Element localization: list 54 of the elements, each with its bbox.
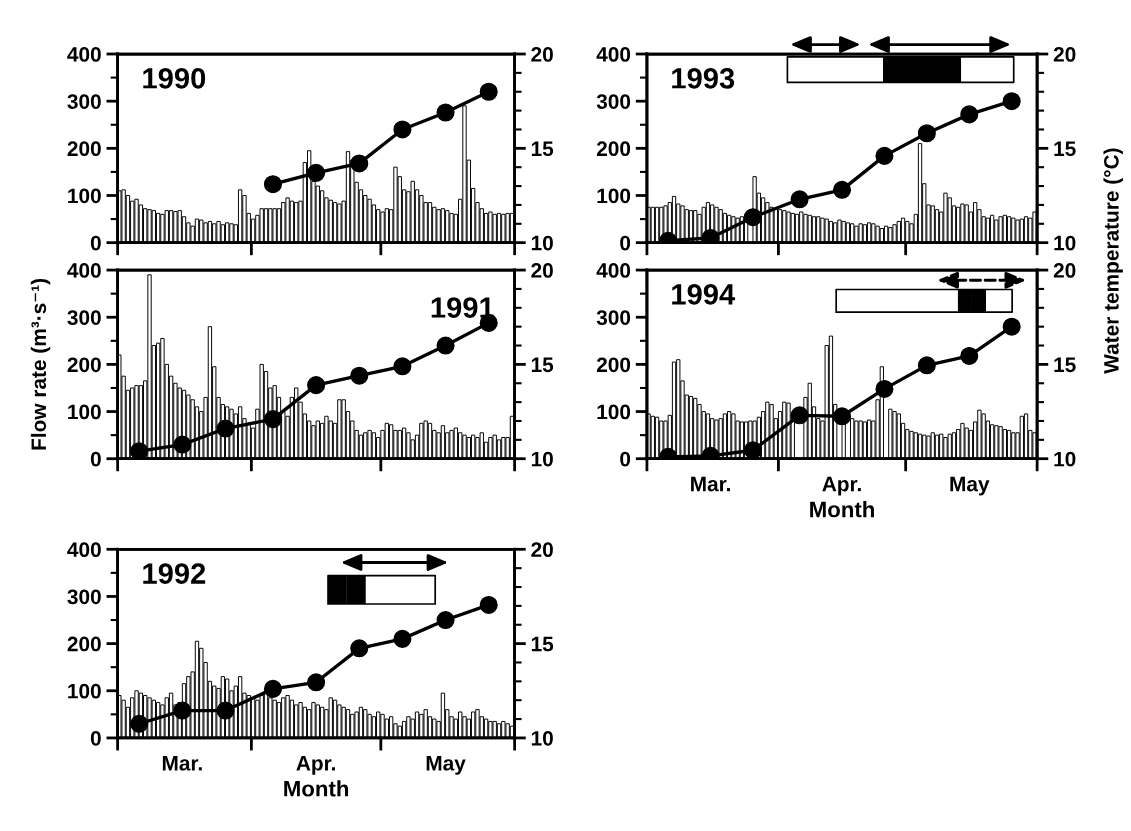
y-tick-label: 400 [67, 47, 101, 62]
y2-tick-label: 20 [531, 47, 553, 62]
y2-tick-label: 20 [531, 542, 553, 558]
y2-tick-label: 20 [1053, 47, 1076, 62]
y-tick-label: 300 [67, 94, 101, 109]
y-axis-title: Flow rate (m³·s⁻¹) [30, 278, 51, 450]
chart-title: 1992 [143, 563, 206, 584]
x-axis-title: Month [284, 780, 349, 797]
chart-title: 1993 [672, 67, 735, 89]
y2-tick-label: 15 [1054, 141, 1076, 157]
chart-title: 1990 [143, 67, 206, 89]
y-tick-label: 300 [67, 589, 101, 605]
y-tick-label: 400 [67, 542, 101, 558]
y2-tick-label: 20 [531, 263, 553, 278]
y2-tick-label: 10 [531, 730, 553, 746]
y2-tick-label: 15 [531, 357, 554, 373]
y-tick-label: 100 [597, 404, 631, 420]
y2-tick-label: 10 [531, 235, 553, 251]
x-tick-label: Mar. [691, 476, 730, 492]
y-tick-label: 200 [67, 636, 101, 652]
y-tick-label: 200 [67, 357, 101, 373]
x-axis-title: Month [810, 501, 874, 518]
y-tick-label: 300 [596, 94, 631, 109]
y-tick-label: 0 [620, 451, 631, 467]
y-tick-label: 0 [90, 235, 101, 251]
y-tick-label: 300 [67, 310, 101, 326]
y2-tick-label: 15 [1054, 357, 1076, 373]
x-tick-label: May [426, 756, 466, 775]
y-tick-label: 300 [596, 310, 631, 326]
y-tick-label: 200 [596, 141, 631, 157]
y2-tick-label: 15 [531, 636, 554, 652]
chart-title: 1994 [672, 284, 736, 305]
y2-tick-label: 10 [531, 451, 553, 467]
y2-tick-label: 10 [1054, 451, 1076, 467]
y-tick-label: 400 [596, 263, 631, 278]
x-tick-label: Mar. [162, 756, 202, 771]
y-tick-label: 0 [90, 730, 101, 746]
y-tick-label: 100 [68, 683, 101, 699]
x-tick-label: May [950, 476, 990, 496]
y-tick-label: 0 [90, 451, 101, 467]
y2-tick-label: 20 [1053, 263, 1076, 278]
y2-tick-label: 10 [1054, 235, 1076, 251]
y-tick-label: 100 [68, 188, 101, 204]
y-tick-label: 200 [596, 357, 631, 373]
y-tick-label: 100 [68, 404, 101, 420]
y-tick-label: 200 [67, 141, 101, 157]
y-tick-label: 400 [596, 47, 631, 62]
y2-tick-label: 15 [531, 141, 554, 157]
x-tick-label: Apr. [296, 756, 335, 775]
y-tick-label: 400 [67, 263, 101, 278]
y-tick-label: 100 [597, 188, 631, 204]
x-tick-label: Apr. [822, 476, 861, 496]
y2-axis-title: Water temperature (°C) [1103, 148, 1123, 374]
y-tick-label: 0 [620, 235, 631, 251]
